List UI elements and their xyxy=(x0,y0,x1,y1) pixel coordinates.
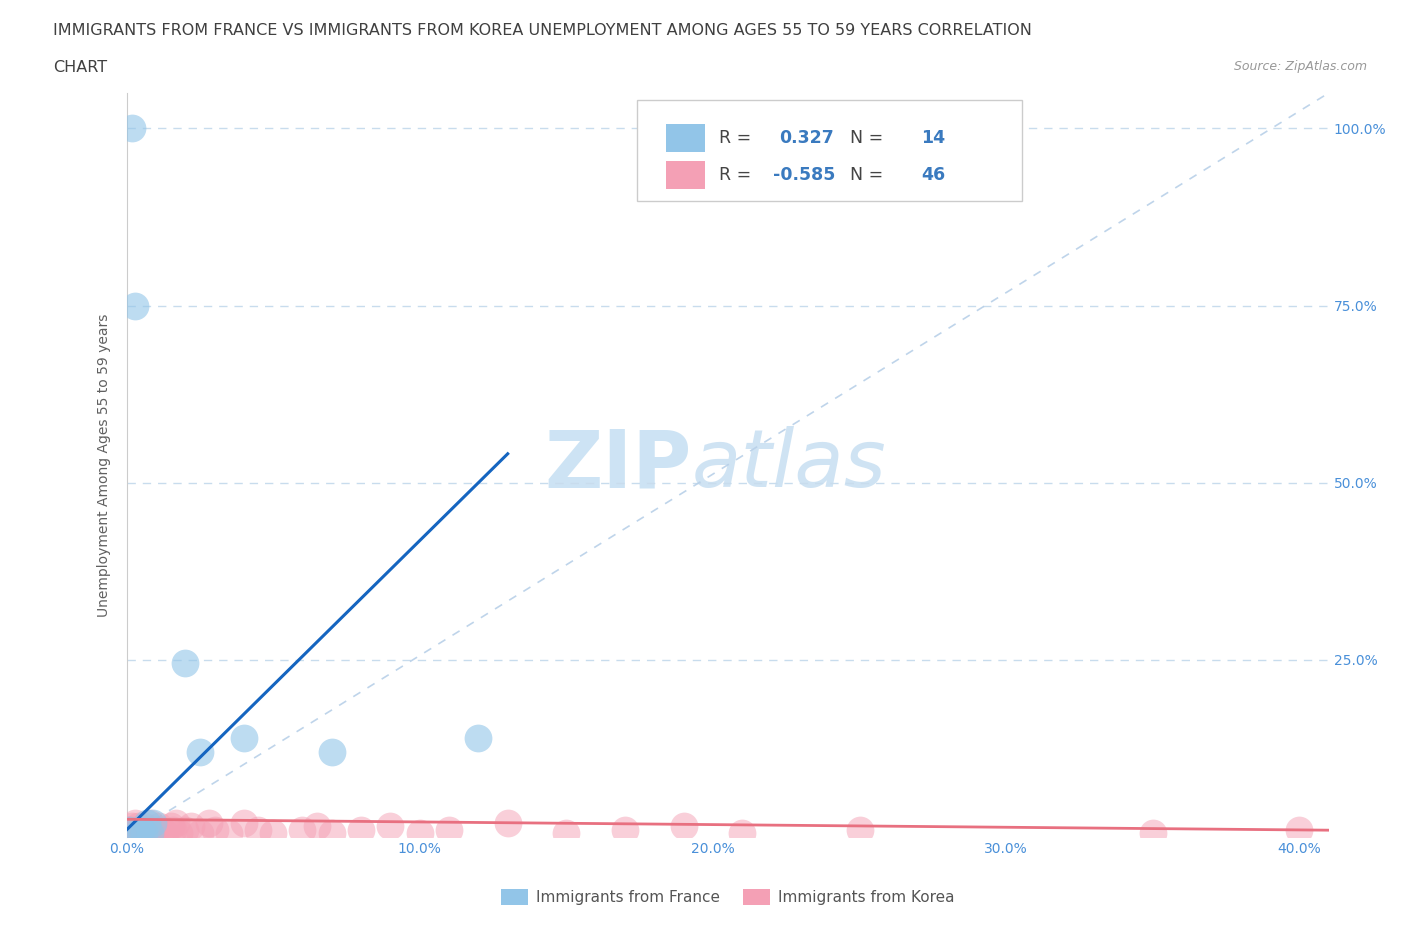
Point xyxy=(307,819,329,834)
Point xyxy=(848,822,870,837)
Point xyxy=(124,299,146,313)
Point xyxy=(555,826,578,841)
Text: N =: N = xyxy=(839,166,889,184)
Point xyxy=(129,822,152,837)
Point xyxy=(467,730,489,745)
Point xyxy=(731,826,754,841)
Point xyxy=(121,819,143,834)
Point xyxy=(127,819,149,834)
Point xyxy=(125,822,148,837)
Legend: Immigrants from France, Immigrants from Korea: Immigrants from France, Immigrants from … xyxy=(495,883,960,911)
Point xyxy=(136,822,159,837)
Point xyxy=(188,745,211,760)
FancyBboxPatch shape xyxy=(637,100,1022,201)
Point xyxy=(437,822,460,837)
Text: R =: R = xyxy=(720,166,756,184)
Point xyxy=(117,822,139,837)
Point xyxy=(118,826,141,841)
Point xyxy=(262,826,284,841)
Point xyxy=(142,826,165,841)
Point xyxy=(162,822,184,837)
Point xyxy=(159,819,181,834)
Point xyxy=(197,816,219,830)
Point xyxy=(174,656,197,671)
Point xyxy=(232,730,254,745)
Point xyxy=(128,826,150,841)
Y-axis label: Unemployment Among Ages 55 to 59 years: Unemployment Among Ages 55 to 59 years xyxy=(97,313,111,617)
Point xyxy=(124,816,146,830)
Text: R =: R = xyxy=(720,128,762,147)
Point xyxy=(321,826,343,841)
FancyBboxPatch shape xyxy=(666,124,704,152)
Text: N =: N = xyxy=(839,128,889,147)
Point xyxy=(218,826,240,841)
Point xyxy=(321,745,343,760)
Point xyxy=(672,819,695,834)
Point xyxy=(129,822,152,837)
Point xyxy=(139,816,162,830)
Text: Source: ZipAtlas.com: Source: ZipAtlas.com xyxy=(1233,60,1367,73)
Text: 46: 46 xyxy=(921,166,945,184)
Text: 0.327: 0.327 xyxy=(779,128,834,147)
Text: 14: 14 xyxy=(921,128,945,147)
Point xyxy=(180,819,202,834)
Point xyxy=(120,822,142,837)
Point xyxy=(150,822,173,837)
Point xyxy=(165,816,187,830)
Point xyxy=(127,826,149,841)
Point xyxy=(188,826,211,841)
Point xyxy=(350,822,373,837)
Point xyxy=(232,816,254,830)
Point xyxy=(122,822,145,837)
Point xyxy=(204,822,226,837)
Point xyxy=(142,816,165,830)
Point xyxy=(1288,822,1310,837)
Text: ZIP: ZIP xyxy=(544,426,692,504)
Point xyxy=(134,819,156,834)
Point xyxy=(134,826,156,841)
Point xyxy=(291,822,314,837)
Point xyxy=(409,826,432,841)
Point xyxy=(1142,826,1164,841)
Point xyxy=(148,819,170,834)
Point xyxy=(169,826,191,841)
Point xyxy=(121,121,143,136)
Point xyxy=(153,826,176,841)
Point xyxy=(118,822,141,837)
Text: CHART: CHART xyxy=(53,60,107,75)
Point xyxy=(145,822,167,837)
Text: -0.585: -0.585 xyxy=(773,166,835,184)
Point xyxy=(174,822,197,837)
Point xyxy=(496,816,519,830)
Point xyxy=(139,826,162,841)
Point xyxy=(136,816,159,830)
Point xyxy=(614,822,637,837)
Point xyxy=(247,822,270,837)
Text: atlas: atlas xyxy=(692,426,886,504)
FancyBboxPatch shape xyxy=(666,161,704,189)
Point xyxy=(380,819,402,834)
Text: IMMIGRANTS FROM FRANCE VS IMMIGRANTS FROM KOREA UNEMPLOYMENT AMONG AGES 55 TO 59: IMMIGRANTS FROM FRANCE VS IMMIGRANTS FRO… xyxy=(53,23,1032,38)
